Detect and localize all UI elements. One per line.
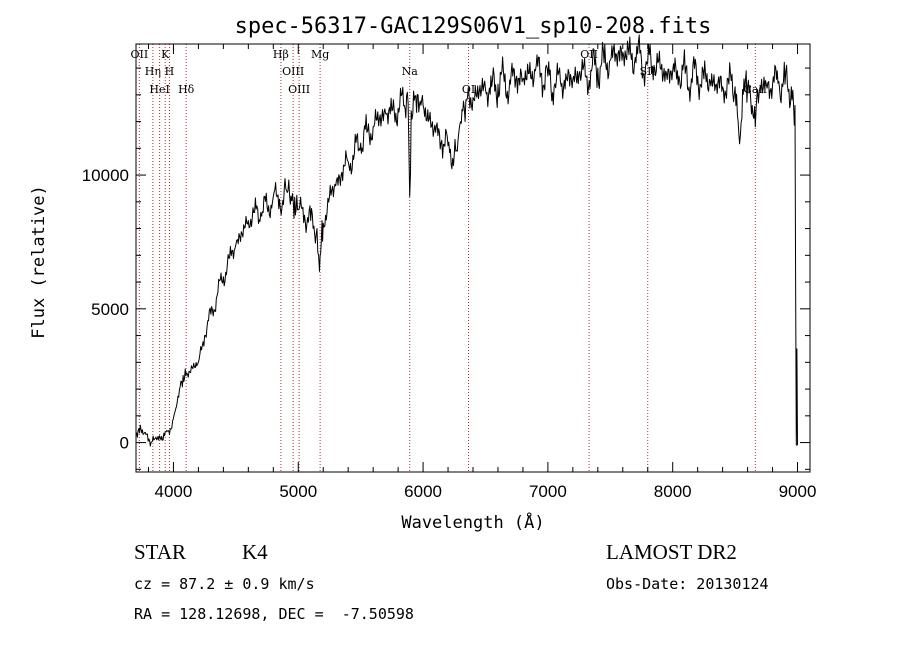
spectral-line-label: H <box>165 65 175 78</box>
spectral-line-label: Hη <box>145 65 161 78</box>
plot-frame <box>135 43 811 473</box>
chart-title: spec-56317-GAC129S06V1_sp10-208.fits <box>235 14 712 39</box>
spectral-line-label: OIII <box>282 65 304 78</box>
redshift-text: cz = 87.2 ± 0.9 km/s <box>134 575 315 593</box>
x-tick-label: 5000 <box>279 482 317 501</box>
x-tick-label: 6000 <box>404 482 442 501</box>
object-subclass: K4 <box>242 540 268 564</box>
survey-name: LAMOST DR2 <box>606 540 737 564</box>
y-tick-label: 10000 <box>82 166 129 185</box>
spectrum-line <box>135 34 798 447</box>
object-class: STAR <box>134 540 186 564</box>
spectral-line-label: Hδ <box>178 83 195 96</box>
spectral-line-label: K <box>161 48 170 61</box>
x-tick-label: 7000 <box>529 482 567 501</box>
obs-date-text: Obs-Date: 20130124 <box>606 575 769 593</box>
x-tick-label: 9000 <box>779 482 817 501</box>
spectral-line-label: Hβ <box>273 48 289 61</box>
spectral-line-label: Mg <box>311 48 329 61</box>
x-axis-label: Wavelength (Å) <box>401 511 544 533</box>
y-axis-label: Flux (relative) <box>29 185 49 339</box>
y-tick-label: 5000 <box>91 300 129 319</box>
spectral-line-label: HeI <box>149 83 169 96</box>
spectrum-series <box>135 34 798 447</box>
spectral-line-label: OIII <box>288 83 310 96</box>
axis-ticks: 4000 5000 6000 7000 8000 9000 0 5000 10000 <box>82 44 817 501</box>
x-tick-label: 4000 <box>155 482 193 501</box>
x-tick-label: 8000 <box>654 482 692 501</box>
spectral-line-label: OII <box>131 48 149 61</box>
spectral-line-label: Na <box>402 65 419 78</box>
y-tick-label: 0 <box>120 434 129 453</box>
radec-text: RA = 128.12698, DEC = -7.50598 <box>134 605 414 623</box>
